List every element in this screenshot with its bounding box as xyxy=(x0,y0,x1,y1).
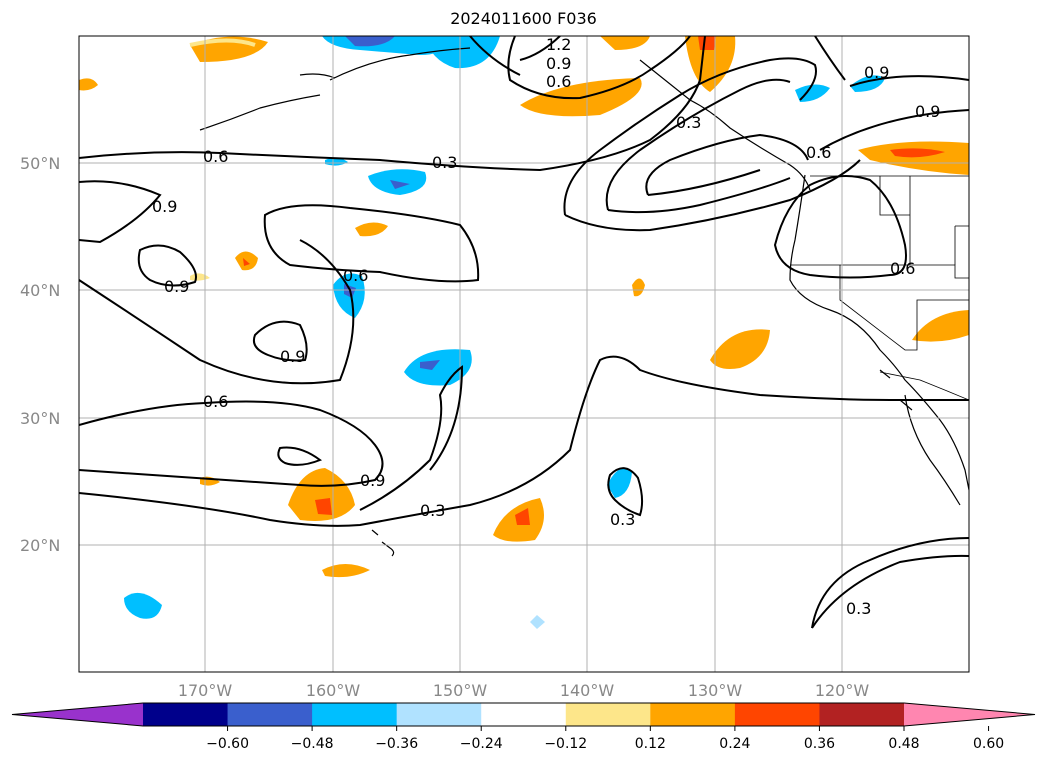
colorbar-tick-label: 0.48 xyxy=(888,736,919,752)
colorbar-extend-high xyxy=(904,703,1035,726)
lon-label: 120°W xyxy=(815,681,870,700)
lon-label: 150°W xyxy=(433,681,488,700)
lon-label: 140°W xyxy=(560,681,615,700)
contour-label: 0.9 xyxy=(360,471,385,490)
lon-label: 160°W xyxy=(306,681,361,700)
contour-label: 0.9 xyxy=(280,347,305,366)
colorbar-extend-low xyxy=(12,703,143,726)
contour-label: 0.3 xyxy=(676,113,701,132)
contour-label: 0.6 xyxy=(343,266,368,285)
lat-label: 20°N xyxy=(20,536,60,555)
colorbar-tick-label: −0.48 xyxy=(291,736,334,752)
lat-label: 40°N xyxy=(20,281,60,300)
contour-label: 0.9 xyxy=(152,197,177,216)
lon-label: 170°W xyxy=(178,681,233,700)
contour-label: 0.3 xyxy=(432,153,457,172)
lat-label: 50°N xyxy=(20,154,60,173)
contour-label: 0.9 xyxy=(915,102,940,121)
colorbar-swatch xyxy=(819,703,905,726)
contour-labels: 1.2 0.9 0.6 0.6 0.3 0.9 0.6 0.9 0.9 0.6 … xyxy=(152,35,940,618)
colorbar-swatch xyxy=(396,703,482,726)
contour-label: 0.6 xyxy=(546,72,571,91)
colorbar-tick-label: 0.12 xyxy=(635,736,666,752)
contour-layer xyxy=(79,36,969,629)
map-plot-area: 1.2 0.9 0.6 0.6 0.3 0.9 0.6 0.9 0.9 0.6 … xyxy=(79,35,969,672)
colorbar-tick-label: −0.12 xyxy=(544,736,587,752)
colorbar-swatch xyxy=(143,703,229,726)
colorbar-swatch xyxy=(481,703,567,726)
border-layer xyxy=(790,175,969,401)
contour-label: 0.9 xyxy=(546,54,571,73)
contour-label: 1.2 xyxy=(546,35,571,54)
shaded-anomaly-layer xyxy=(79,36,969,629)
colorbar-outline xyxy=(11,702,1036,727)
map-title: 2024011600 F036 xyxy=(450,9,597,28)
colorbar-tick-label: 0.24 xyxy=(719,736,750,752)
colorbar-swatch xyxy=(312,703,398,726)
colorbar-tick-label: 0.36 xyxy=(804,736,835,752)
colorbar-swatch xyxy=(734,703,820,726)
contour-label: 0.6 xyxy=(890,259,915,278)
contour-label: 0.6 xyxy=(203,147,228,166)
colorbar-tick-label: 0.60 xyxy=(973,736,1004,752)
coastline-layer xyxy=(199,47,969,557)
contour-label: 0.3 xyxy=(846,599,871,618)
contour-label: 0.6 xyxy=(806,143,831,162)
contour-label: 0.6 xyxy=(203,392,228,411)
lat-label: 30°N xyxy=(20,409,60,428)
contour-label: 0.3 xyxy=(610,510,635,529)
map-frame xyxy=(78,35,970,673)
longitude-labels: 170°W 160°W 150°W 140°W 130°W 120°W xyxy=(178,681,870,700)
colorbar-swatch xyxy=(565,703,651,726)
latitude-labels: 50°N 40°N 30°N 20°N xyxy=(20,154,60,555)
colorbar-tick-label: −0.36 xyxy=(375,736,418,752)
contour-label: 0.9 xyxy=(864,63,889,82)
contour-label: 0.3 xyxy=(420,501,445,520)
contour-label: 0.9 xyxy=(164,277,189,296)
colorbar: −0.60 −0.48 −0.36 −0.24 −0.12 0.12 0.24 0.36 0.4… xyxy=(11,702,1036,752)
colorbar-swatch xyxy=(650,703,736,726)
lon-label: 130°W xyxy=(688,681,743,700)
colorbar-tick-label: −0.60 xyxy=(206,736,249,752)
colorbar-tick-label: −0.24 xyxy=(460,736,503,752)
colorbar-swatch xyxy=(227,703,313,726)
graticule xyxy=(79,36,969,672)
